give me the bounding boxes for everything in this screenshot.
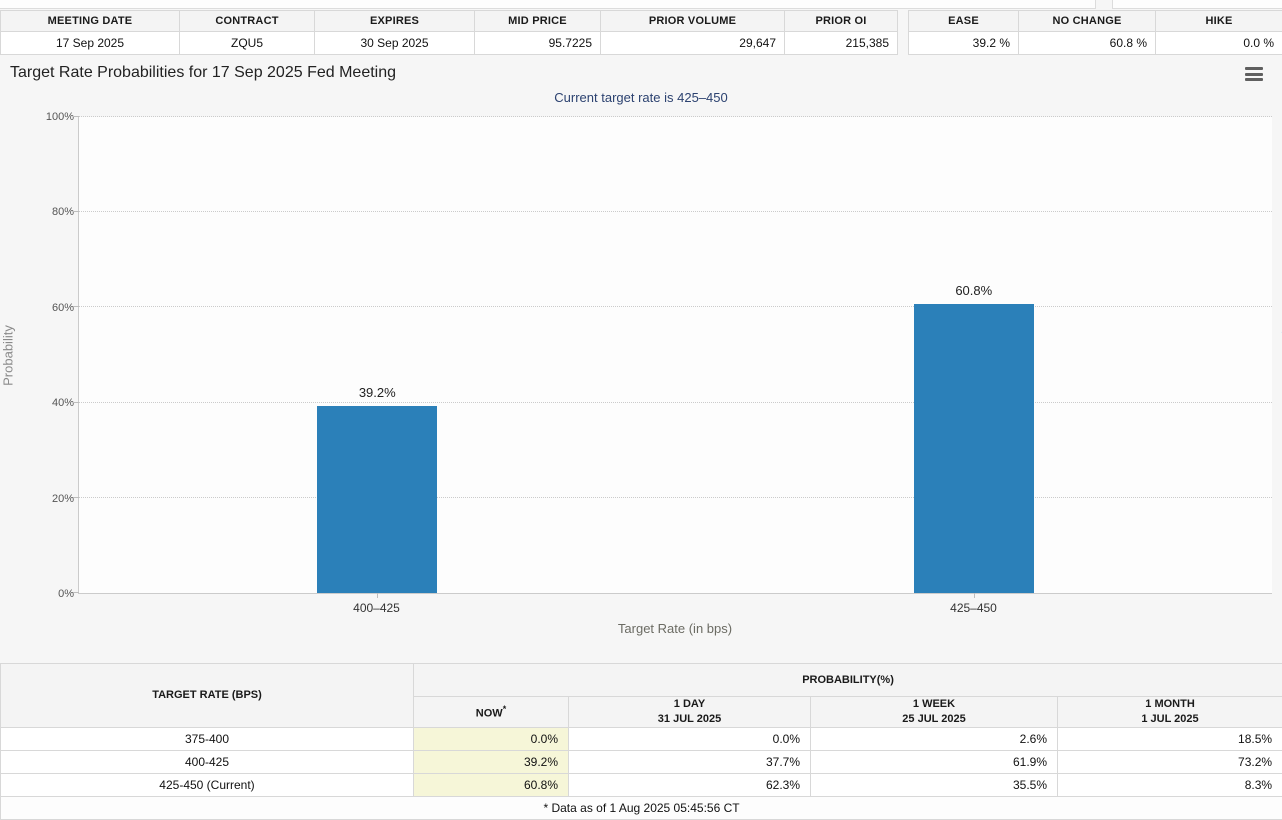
prior-volume-header: PRIOR VOLUME: [601, 11, 785, 32]
target-rate-bps-header: TARGET RATE (BPS): [1, 664, 414, 728]
y-tick-mark: [73, 211, 79, 212]
rate-cell: 425-450 (Current): [1, 774, 414, 797]
y-tick-label: 20%: [52, 493, 74, 505]
table-row-375-400: 375-400 0.0% 0.0% 2.6% 18.5%: [1, 728, 1282, 751]
gridline-60: [79, 306, 1272, 307]
one-month-label: 1 MONTH: [1145, 698, 1195, 710]
quikstrike-watermark-logo: Q: [1275, 239, 1282, 335]
ease-value: 39.2 %: [909, 32, 1019, 55]
probability-history-table: TARGET RATE (BPS) PROBABILITY(%) NOW* 1 …: [0, 663, 1282, 820]
bar-column-425-450: 60.8%: [914, 117, 1034, 593]
table-row-400-425: 400-425 39.2% 37.7% 61.9% 73.2%: [1, 751, 1282, 774]
mid-price-value: 95.7225: [475, 32, 601, 55]
asterisk: *: [503, 704, 507, 714]
one-day-date: 31 JUL 2025: [658, 713, 721, 725]
x-tick-mark: [377, 593, 378, 598]
now-cell: 0.0%: [414, 728, 569, 751]
ease-header: EASE: [909, 11, 1019, 32]
move-probability-summary-table: EASE NO CHANGE HIKE 39.2 % 60.8 % 0.0 %: [908, 10, 1282, 55]
probability-group-header: PROBABILITY(%): [414, 664, 1282, 697]
hike-value: 0.0 %: [1156, 32, 1282, 55]
now-label: NOW: [476, 707, 503, 719]
x-tick-mark: [974, 593, 975, 598]
one-month-column-header: 1 MONTH 1 JUL 2025: [1058, 697, 1282, 728]
bar-column-400-425: 39.2%: [317, 117, 437, 593]
plot-area: Q 39.2% 60.8%: [78, 117, 1272, 594]
one-week-cell: 61.9%: [811, 751, 1058, 774]
hamburger-bar: [1245, 78, 1263, 81]
one-week-label: 1 WEEK: [913, 698, 955, 710]
y-tick-label: 0%: [58, 588, 74, 600]
y-tick-mark: [73, 402, 79, 403]
chart-subtitle: Current target rate is 425–450: [0, 90, 1282, 105]
chart-title: Target Rate Probabilities for 17 Sep 202…: [10, 64, 396, 82]
y-tick-mark: [73, 306, 79, 307]
one-month-cell: 73.2%: [1058, 751, 1282, 774]
one-day-cell: 62.3%: [569, 774, 811, 797]
y-tick-mark: [73, 497, 79, 498]
one-month-cell: 18.5%: [1058, 728, 1282, 751]
one-week-cell: 2.6%: [811, 728, 1058, 751]
top-panel-edge-left: [0, 0, 1096, 9]
contract-summary-table: MEETING DATE CONTRACT EXPIRES MID PRICE …: [0, 10, 898, 55]
y-axis-title: Probability: [1, 306, 16, 406]
hike-header: HIKE: [1156, 11, 1282, 32]
now-cell: 60.8%: [414, 774, 569, 797]
one-week-cell: 35.5%: [811, 774, 1058, 797]
prior-volume-value: 29,647: [601, 32, 785, 55]
gridline-80: [79, 211, 1272, 212]
now-cell: 39.2%: [414, 751, 569, 774]
meeting-date-value: 17 Sep 2025: [1, 32, 180, 55]
expires-header: EXPIRES: [315, 11, 475, 32]
logo-streak: [1275, 239, 1282, 335]
rate-cell: 400-425: [1, 751, 414, 774]
one-day-label: 1 DAY: [674, 698, 705, 710]
probability-bar-400-425[interactable]: [317, 406, 437, 593]
prior-oi-value: 215,385: [785, 32, 898, 55]
gridline-20: [79, 497, 1272, 498]
one-day-column-header: 1 DAY 31 JUL 2025: [569, 697, 811, 728]
x-axis-title: Target Rate (in bps): [78, 621, 1272, 636]
now-column-header: NOW*: [414, 697, 569, 728]
data-as-of-footnote: * Data as of 1 Aug 2025 05:45:56 CT: [1, 797, 1282, 820]
hamburger-bar: [1245, 67, 1263, 70]
mid-price-header: MID PRICE: [475, 11, 601, 32]
y-tick-label: 40%: [52, 397, 74, 409]
y-axis-tick-labels: 0% 20% 40% 60% 80% 100%: [22, 117, 74, 594]
one-week-date: 25 JUL 2025: [902, 713, 965, 725]
x-category-400-425: 400–425: [297, 601, 457, 615]
chart-menu-icon[interactable]: [1245, 67, 1265, 85]
y-tick-label: 100%: [46, 111, 74, 123]
x-category-425-450: 425–450: [894, 601, 1054, 615]
top-panel-edge-right: [1112, 0, 1282, 9]
y-tick-label: 60%: [52, 302, 74, 314]
bar-value-label: 39.2%: [317, 385, 437, 400]
y-tick-mark: [73, 592, 79, 593]
hamburger-bar: [1245, 73, 1263, 76]
gridline-40: [79, 402, 1272, 403]
contract-header: CONTRACT: [180, 11, 315, 32]
y-tick-label: 80%: [52, 206, 74, 218]
bar-value-label: 60.8%: [914, 283, 1034, 298]
one-month-cell: 8.3%: [1058, 774, 1282, 797]
no-change-header: NO CHANGE: [1019, 11, 1156, 32]
meeting-date-header: MEETING DATE: [1, 11, 180, 32]
contract-value: ZQU5: [180, 32, 315, 55]
probability-bar-425-450[interactable]: [914, 304, 1034, 593]
one-day-cell: 37.7%: [569, 751, 811, 774]
one-week-column-header: 1 WEEK 25 JUL 2025: [811, 697, 1058, 728]
y-tick-mark: [73, 116, 79, 117]
prior-oi-header: PRIOR OI: [785, 11, 898, 32]
table-row-425-450-current: 425-450 (Current) 60.8% 62.3% 35.5% 8.3%: [1, 774, 1282, 797]
no-change-value: 60.8 %: [1019, 32, 1156, 55]
gridline-100: [79, 116, 1272, 117]
one-day-cell: 0.0%: [569, 728, 811, 751]
rate-cell: 375-400: [1, 728, 414, 751]
one-month-date: 1 JUL 2025: [1141, 713, 1198, 725]
expires-value: 30 Sep 2025: [315, 32, 475, 55]
